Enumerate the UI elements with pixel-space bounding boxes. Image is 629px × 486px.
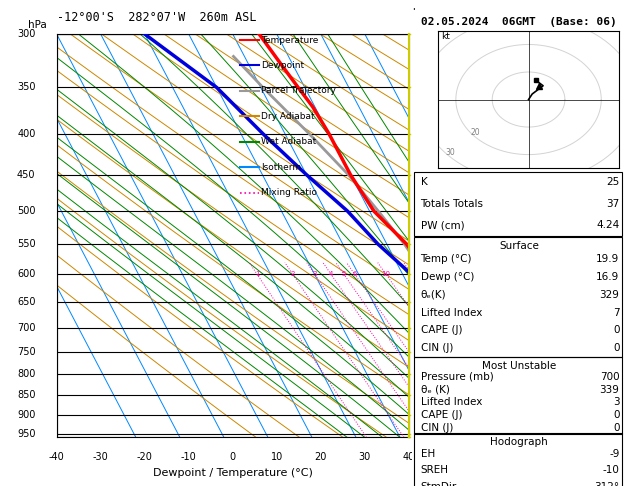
Text: 20: 20: [470, 128, 480, 138]
Text: Hodograph: Hodograph: [490, 436, 548, 447]
Text: 300: 300: [17, 29, 35, 39]
Text: 20: 20: [314, 451, 327, 462]
Text: 8: 8: [411, 88, 418, 98]
Text: 850: 850: [17, 390, 35, 400]
Text: Pressure (mb): Pressure (mb): [421, 372, 493, 382]
Text: km
ASL: km ASL: [413, 8, 431, 30]
Text: -20: -20: [136, 451, 153, 462]
Text: 339: 339: [599, 384, 620, 395]
Text: -30: -30: [92, 451, 109, 462]
Text: 3: 3: [613, 398, 620, 407]
Text: 312°: 312°: [594, 482, 620, 486]
Text: 19.9: 19.9: [596, 254, 620, 264]
Text: StmDir: StmDir: [421, 482, 457, 486]
Text: 7: 7: [613, 308, 620, 317]
Text: 800: 800: [17, 369, 35, 379]
Text: 0: 0: [613, 410, 620, 420]
Text: CAPE (J): CAPE (J): [421, 410, 462, 420]
Text: -10: -10: [603, 466, 620, 475]
Text: 1: 1: [255, 271, 259, 278]
Text: -10: -10: [181, 451, 197, 462]
Text: 5: 5: [411, 233, 418, 243]
Text: 750: 750: [17, 347, 35, 357]
Text: 30: 30: [359, 451, 371, 462]
Text: θₑ(K): θₑ(K): [421, 290, 446, 300]
Text: 950: 950: [17, 429, 35, 439]
Text: Temp (°C): Temp (°C): [421, 254, 472, 264]
Text: hPa: hPa: [28, 20, 47, 30]
Text: LCL: LCL: [411, 429, 430, 439]
Text: 0: 0: [613, 344, 620, 353]
Text: PW (cm): PW (cm): [421, 220, 464, 230]
Text: 700: 700: [600, 372, 620, 382]
Text: 6: 6: [411, 186, 418, 196]
Text: -12°00'S  282°07'W  260m ASL: -12°00'S 282°07'W 260m ASL: [57, 11, 256, 24]
Text: 4.24: 4.24: [596, 220, 620, 230]
Text: 0: 0: [613, 326, 620, 335]
Text: 900: 900: [17, 410, 35, 420]
Text: Dewpoint / Temperature (°C): Dewpoint / Temperature (°C): [153, 468, 313, 478]
Text: 4: 4: [329, 271, 333, 278]
Text: 550: 550: [17, 239, 35, 249]
Text: Mixing Ratio (g/kg): Mixing Ratio (g/kg): [453, 210, 463, 302]
Text: Dewp (°C): Dewp (°C): [421, 272, 474, 282]
Text: Isotherm: Isotherm: [261, 163, 301, 172]
Text: 600: 600: [17, 269, 35, 279]
Text: 0: 0: [230, 451, 236, 462]
Text: 16.9: 16.9: [596, 272, 620, 282]
Text: 2: 2: [291, 271, 295, 278]
Text: 37: 37: [606, 199, 620, 209]
Text: Dewpoint: Dewpoint: [261, 61, 304, 70]
Text: 7: 7: [411, 138, 418, 148]
Text: EH: EH: [421, 449, 435, 459]
Text: 2: 2: [411, 367, 418, 377]
Text: θₑ (K): θₑ (K): [421, 384, 450, 395]
Text: 350: 350: [17, 83, 35, 92]
Text: 10: 10: [382, 271, 391, 278]
Text: 40: 40: [403, 451, 415, 462]
Text: SREH: SREH: [421, 466, 448, 475]
Text: 0: 0: [613, 423, 620, 433]
Text: 10: 10: [270, 451, 283, 462]
Text: 30: 30: [445, 148, 455, 156]
Text: -9: -9: [609, 449, 620, 459]
Text: Lifted Index: Lifted Index: [421, 308, 482, 317]
Text: 700: 700: [17, 323, 35, 333]
Text: Mixing Ratio: Mixing Ratio: [261, 188, 317, 197]
Text: CIN (J): CIN (J): [421, 423, 453, 433]
Text: K: K: [421, 177, 427, 187]
Text: Surface: Surface: [499, 241, 539, 251]
Text: CIN (J): CIN (J): [421, 344, 453, 353]
Text: 1: 1: [411, 410, 418, 420]
Text: 02.05.2024  06GMT  (Base: 06): 02.05.2024 06GMT (Base: 06): [421, 17, 617, 27]
Text: 329: 329: [599, 290, 620, 300]
Text: -40: -40: [48, 451, 65, 462]
Text: 500: 500: [17, 206, 35, 216]
Text: Parcel Trajectory: Parcel Trajectory: [261, 87, 336, 95]
Text: 650: 650: [17, 297, 35, 307]
Text: kt: kt: [442, 32, 450, 41]
Text: 450: 450: [17, 170, 35, 180]
Text: CAPE (J): CAPE (J): [421, 326, 462, 335]
Text: Temperature: Temperature: [261, 35, 318, 45]
Text: 25: 25: [606, 177, 620, 187]
Text: 400: 400: [17, 129, 35, 139]
Text: Wet Adiabat: Wet Adiabat: [261, 137, 316, 146]
Text: Lifted Index: Lifted Index: [421, 398, 482, 407]
Text: 3: 3: [411, 323, 418, 333]
Text: Most Unstable: Most Unstable: [482, 361, 556, 371]
Text: Totals Totals: Totals Totals: [421, 199, 484, 209]
Text: Dry Adiabat: Dry Adiabat: [261, 112, 314, 121]
Text: 3: 3: [313, 271, 317, 278]
Text: 5: 5: [342, 271, 346, 278]
Text: 6: 6: [352, 271, 357, 278]
Text: 4: 4: [411, 278, 418, 288]
